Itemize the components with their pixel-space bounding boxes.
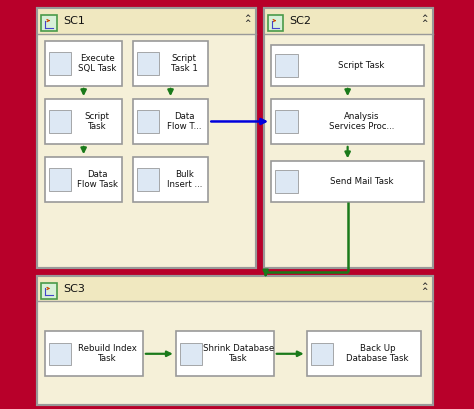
FancyBboxPatch shape xyxy=(275,110,298,133)
Text: ^: ^ xyxy=(421,14,428,23)
FancyBboxPatch shape xyxy=(45,157,122,202)
Text: Data
Flow T...: Data Flow T... xyxy=(167,112,201,131)
FancyBboxPatch shape xyxy=(307,331,421,376)
FancyBboxPatch shape xyxy=(271,161,424,202)
FancyBboxPatch shape xyxy=(137,110,159,133)
FancyBboxPatch shape xyxy=(133,99,209,144)
Text: ^: ^ xyxy=(421,282,428,291)
FancyBboxPatch shape xyxy=(133,157,209,202)
FancyBboxPatch shape xyxy=(49,169,72,191)
FancyBboxPatch shape xyxy=(45,41,122,86)
Text: Execute
SQL Task: Execute SQL Task xyxy=(78,54,117,73)
FancyBboxPatch shape xyxy=(45,331,143,376)
Text: SC3: SC3 xyxy=(63,284,85,294)
FancyBboxPatch shape xyxy=(275,54,298,77)
Text: ^: ^ xyxy=(244,14,250,23)
FancyBboxPatch shape xyxy=(176,331,274,376)
Text: Script Task: Script Task xyxy=(338,61,384,70)
FancyBboxPatch shape xyxy=(133,41,209,86)
FancyBboxPatch shape xyxy=(310,343,333,365)
FancyBboxPatch shape xyxy=(37,276,433,301)
Text: SC2: SC2 xyxy=(289,16,311,26)
Text: ^: ^ xyxy=(421,287,428,296)
Text: Analysis
Services Proc...: Analysis Services Proc... xyxy=(328,112,394,131)
Text: Bulk
Insert ...: Bulk Insert ... xyxy=(166,170,202,189)
Text: ^: ^ xyxy=(421,19,428,28)
Text: ^: ^ xyxy=(244,19,250,28)
FancyBboxPatch shape xyxy=(42,15,57,31)
FancyBboxPatch shape xyxy=(268,15,283,31)
FancyBboxPatch shape xyxy=(49,110,72,133)
FancyBboxPatch shape xyxy=(42,283,57,299)
FancyBboxPatch shape xyxy=(180,343,202,365)
FancyBboxPatch shape xyxy=(137,169,159,191)
FancyBboxPatch shape xyxy=(137,52,159,74)
Text: Script
Task 1: Script Task 1 xyxy=(171,54,198,73)
Text: Back Up
Database Task: Back Up Database Task xyxy=(346,344,409,364)
FancyBboxPatch shape xyxy=(264,8,433,34)
FancyBboxPatch shape xyxy=(37,8,256,34)
FancyBboxPatch shape xyxy=(37,276,433,405)
Text: Shrink Database
Task: Shrink Database Task xyxy=(203,344,274,364)
Text: Data
Flow Task: Data Flow Task xyxy=(77,170,118,189)
FancyBboxPatch shape xyxy=(271,99,424,144)
Text: SC1: SC1 xyxy=(63,16,85,26)
FancyBboxPatch shape xyxy=(49,52,72,74)
FancyBboxPatch shape xyxy=(45,99,122,144)
FancyBboxPatch shape xyxy=(264,8,433,268)
FancyBboxPatch shape xyxy=(37,8,256,268)
FancyBboxPatch shape xyxy=(49,343,72,365)
Text: Rebuild Index
Task: Rebuild Index Task xyxy=(78,344,137,364)
Text: Send Mail Task: Send Mail Task xyxy=(329,177,393,186)
Text: Script
Task: Script Task xyxy=(85,112,110,131)
FancyBboxPatch shape xyxy=(271,45,424,86)
FancyBboxPatch shape xyxy=(275,170,298,193)
